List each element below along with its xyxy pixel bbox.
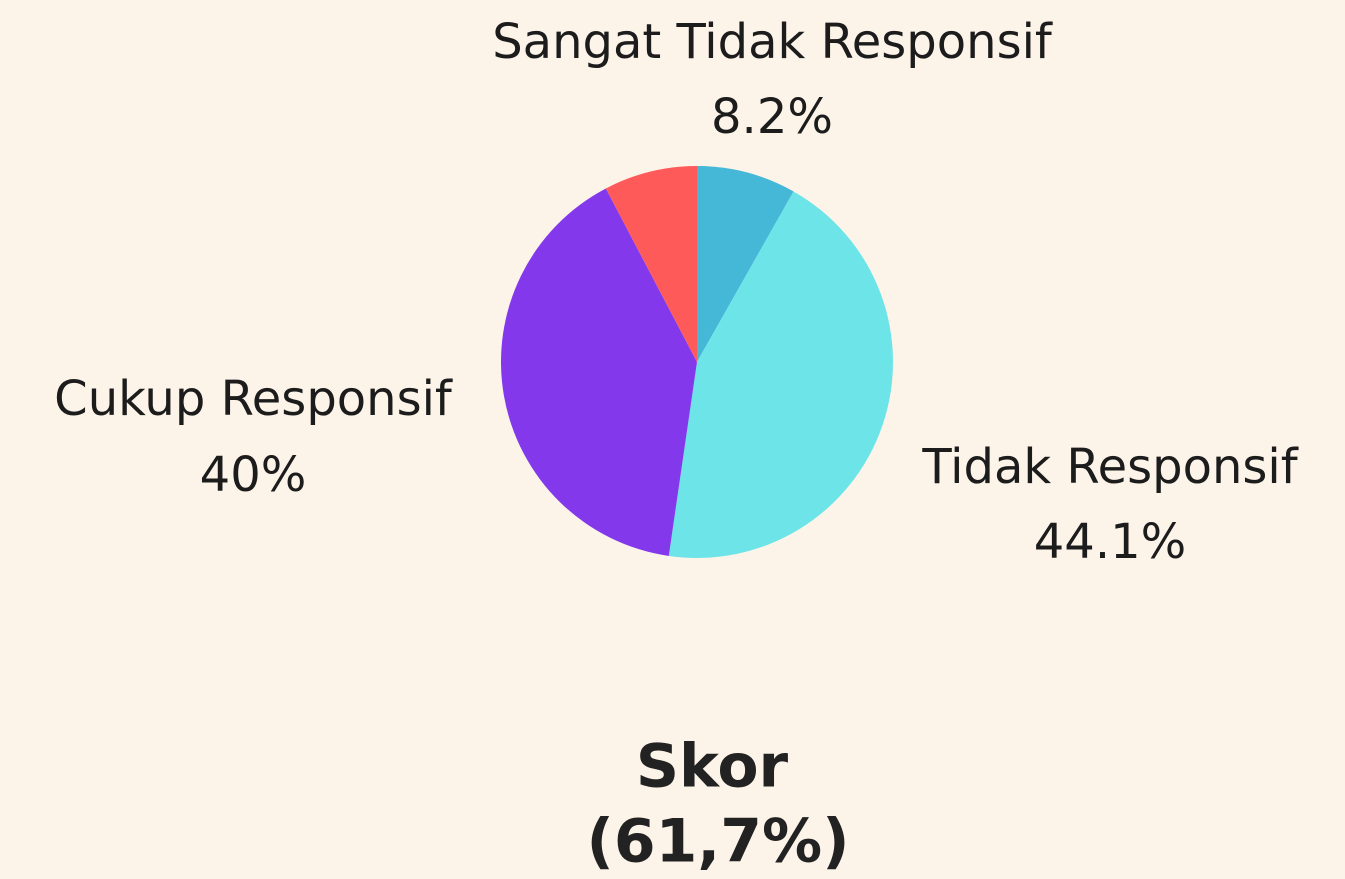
value-label: 8.2% xyxy=(711,89,833,145)
pie-slice xyxy=(501,188,697,556)
pie-slice xyxy=(605,166,697,362)
annotation: Skor xyxy=(636,732,789,802)
annotation: (61,7%) xyxy=(587,807,850,877)
value-label: 40% xyxy=(200,447,307,503)
slice-label: Cukup Responsif xyxy=(54,371,453,427)
value-label: 44.1% xyxy=(1034,514,1186,570)
slice-label: Sangat Tidak Responsif xyxy=(492,14,1053,70)
slice-label: Tidak Responsif xyxy=(921,439,1298,495)
pie-slice xyxy=(697,166,794,362)
pie-slice xyxy=(668,191,893,559)
